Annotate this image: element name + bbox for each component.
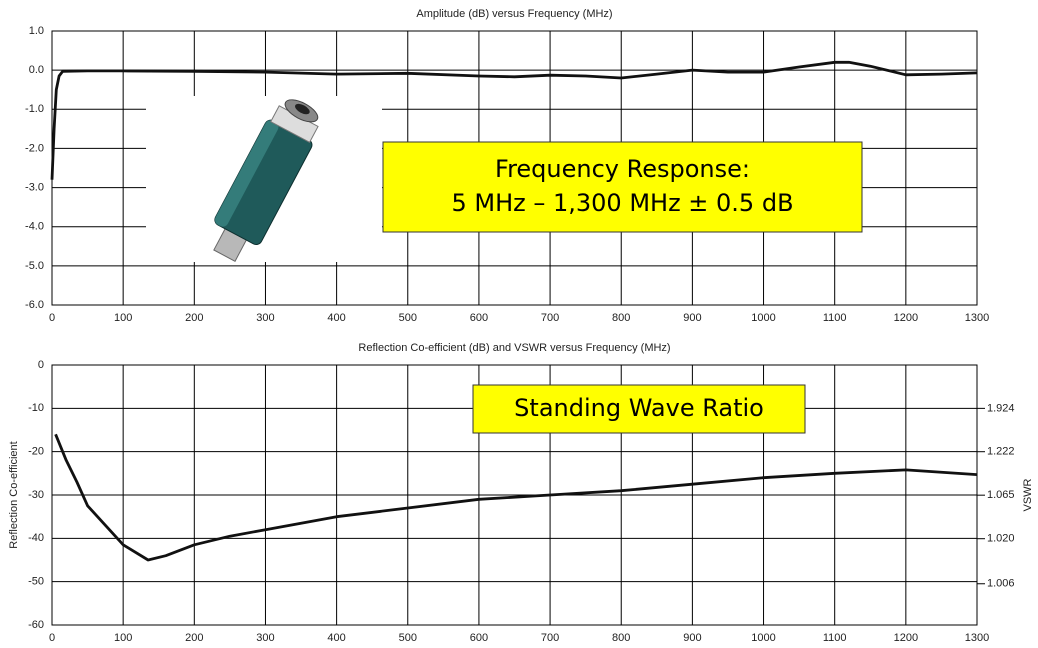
x-tick-label: 900 xyxy=(683,632,701,644)
annotation-box xyxy=(472,384,806,434)
x-tick-label: 1000 xyxy=(751,632,775,644)
x-tick-label: 800 xyxy=(612,312,630,324)
x-tick-label: 200 xyxy=(185,312,203,324)
y-tick-label: 0 xyxy=(38,359,44,371)
y2-tick-label: 1.020 xyxy=(987,533,1015,545)
y-axis-label: Reflection Co-efficient xyxy=(8,441,20,548)
annotation-text: Standing Wave Ratio xyxy=(514,394,764,422)
x-tick-label: 1200 xyxy=(894,312,918,324)
grid-layer: Reflection Co-efficient (dB) and VSWR ve… xyxy=(8,342,1034,644)
chart-title: Amplitude (dB) versus Frequency (MHz) xyxy=(416,8,612,20)
y2-tick-label: 1.006 xyxy=(987,578,1015,590)
x-tick-label: 400 xyxy=(327,312,345,324)
x-tick-label: 400 xyxy=(327,632,345,644)
chart-title: Reflection Co-efficient (dB) and VSWR ve… xyxy=(358,342,670,354)
x-tick-label: 600 xyxy=(470,632,488,644)
x-tick-label: 0 xyxy=(49,632,55,644)
x-tick-label: 800 xyxy=(612,632,630,644)
x-tick-label: 1300 xyxy=(965,632,989,644)
y2-tick-label: 1.222 xyxy=(987,446,1015,458)
x-tick-label: 300 xyxy=(256,632,274,644)
x-tick-label: 0 xyxy=(49,312,55,324)
y-tick-label: 1.0 xyxy=(29,25,44,37)
x-tick-label: 1100 xyxy=(823,312,847,324)
annotation-text: 5 MHz – 1,300 MHz ± 0.5 dB xyxy=(451,189,793,217)
y-tick-label: -60 xyxy=(28,619,44,631)
product-photo xyxy=(146,96,382,262)
y-tick-label: -30 xyxy=(28,489,44,501)
mark-layer: Frequency Response: 5 MHz – 1,300 MHz ± 0… xyxy=(50,60,978,562)
x-tick-label: 100 xyxy=(114,312,132,324)
y2-tick-label: 1.924 xyxy=(987,402,1015,414)
x-tick-label: 700 xyxy=(541,312,559,324)
x-tick-label: 1200 xyxy=(894,632,918,644)
y-tick-label: -3.0 xyxy=(25,181,44,193)
y-tick-label: -5.0 xyxy=(25,260,44,272)
x-tick-label: 100 xyxy=(114,632,132,644)
x-tick-label: 500 xyxy=(399,632,417,644)
data-line xyxy=(54,433,978,562)
y-tick-label: -40 xyxy=(28,532,44,544)
x-tick-label: 1000 xyxy=(751,312,775,324)
y-tick-label: -2.0 xyxy=(25,142,44,154)
y-tick-label: -20 xyxy=(28,446,44,458)
x-tick-label: 200 xyxy=(185,632,203,644)
y2-tick-label: 1.065 xyxy=(987,489,1015,501)
y-tick-label: -1.0 xyxy=(25,103,44,115)
x-tick-label: 600 xyxy=(470,312,488,324)
annotation-box xyxy=(382,141,863,233)
y-tick-label: 0.0 xyxy=(29,64,44,76)
y-tick-label: -10 xyxy=(28,402,44,414)
annotation-text: Frequency Response: xyxy=(495,155,750,183)
isolator xyxy=(213,99,319,262)
data-line xyxy=(50,60,978,180)
y-tick-label: -4.0 xyxy=(25,221,44,233)
x-tick-label: 900 xyxy=(683,312,701,324)
x-tick-label: 700 xyxy=(541,632,559,644)
x-tick-label: 500 xyxy=(399,312,417,324)
y-tick-label: -6.0 xyxy=(25,299,44,311)
y2-axis-label: VSWR xyxy=(1022,478,1034,511)
y-tick-label: -50 xyxy=(28,576,44,588)
x-tick-label: 1300 xyxy=(965,312,989,324)
x-tick-label: 300 xyxy=(256,312,274,324)
x-tick-label: 1100 xyxy=(823,632,847,644)
